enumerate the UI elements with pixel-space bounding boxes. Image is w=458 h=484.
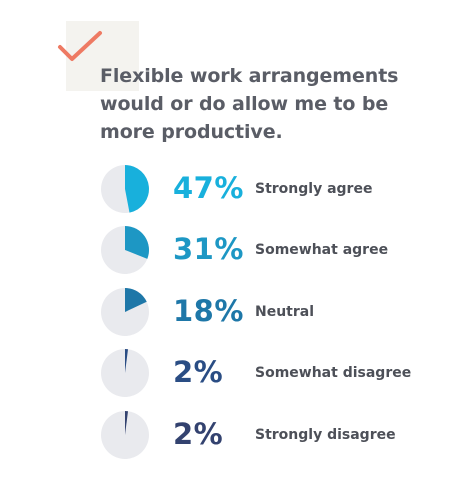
chart-title: Flexible work arrangements would or do a…	[100, 65, 399, 143]
percentage-value: 2%	[173, 355, 224, 389]
percentage-value: 2%	[173, 417, 224, 451]
checkmark-icon	[58, 31, 102, 61]
percentage-value: 31%	[173, 232, 244, 266]
pie-slice	[125, 165, 149, 213]
response-label: Neutral	[255, 304, 315, 320]
response-row: 2% Strongly disagree	[0, 410, 458, 462]
response-row: 18% Neutral	[0, 287, 458, 339]
response-label: Strongly disagree	[255, 427, 396, 443]
pie-slice	[125, 349, 129, 373]
pie-chart	[101, 288, 149, 336]
pie-slice	[125, 226, 149, 259]
pie-slice	[125, 288, 147, 312]
response-row: 2% Somewhat disagree	[0, 348, 458, 400]
percentage-value: 18%	[173, 294, 244, 328]
percentage-value: 47%	[173, 171, 244, 205]
response-label: Somewhat agree	[255, 242, 389, 258]
pie-slice	[125, 411, 129, 435]
pie-chart	[101, 349, 149, 397]
pie-chart	[101, 411, 149, 459]
response-row: 47% Strongly agree	[0, 164, 458, 216]
pie-chart	[101, 165, 149, 213]
response-label: Strongly agree	[255, 181, 373, 197]
response-label: Somewhat disagree	[255, 365, 412, 381]
response-row: 31% Somewhat agree	[0, 225, 458, 277]
pie-chart	[101, 226, 149, 274]
